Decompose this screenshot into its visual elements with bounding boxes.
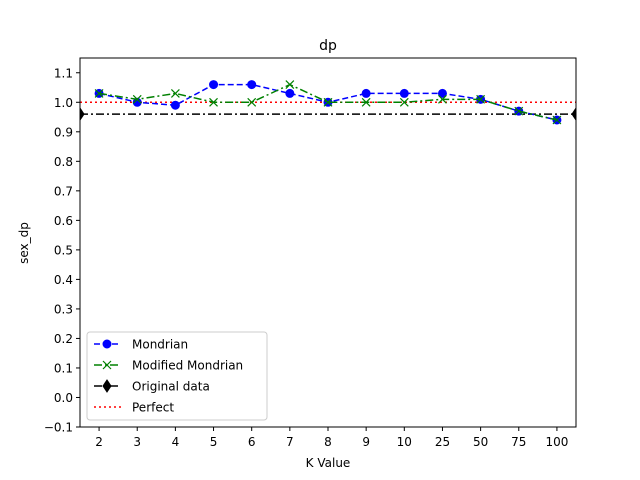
data-point-1-6-stroke: [323, 97, 333, 107]
data-point-0-2: [170, 100, 180, 110]
x-axis-label: K Value: [306, 456, 351, 470]
y-tick-label: 0.4: [54, 273, 73, 287]
data-point-1-4-stroke: [247, 97, 257, 107]
legend-label: Original data: [132, 380, 210, 394]
data-point-1-0: [94, 88, 104, 98]
x-tick-label: 2: [95, 435, 103, 449]
data-point-1-2-stroke: [170, 88, 180, 98]
data-point-1-8-stroke: [399, 97, 409, 107]
data-point-1-6: [323, 97, 333, 107]
legend-swatch-marker: [102, 360, 112, 370]
data-point-1-8: [399, 97, 409, 107]
legend-swatch-marker: [102, 339, 112, 349]
data-point-1-3-stroke: [209, 97, 218, 107]
data-point-0-3: [209, 80, 219, 90]
x-tick-label: 4: [172, 435, 180, 449]
y-tick-label: 1.0: [54, 96, 73, 110]
x-tick-label: 10: [397, 435, 412, 449]
reference-marker: [80, 107, 85, 121]
y-tick-label: 0.0: [54, 391, 73, 405]
data-point-0-5: [285, 88, 295, 98]
chart-title: dp: [319, 38, 337, 54]
legend-box: [86, 331, 268, 421]
y-tick-label: 0.5: [54, 243, 73, 257]
data-point-0-1: [132, 97, 142, 107]
x-tick-label: 3: [133, 435, 141, 449]
legend-label: Perfect: [132, 401, 174, 415]
x-tick-label: 7: [286, 435, 294, 449]
y-tick-label: 0.3: [54, 302, 73, 316]
data-point-0-4: [247, 80, 257, 90]
reference-marker: [571, 107, 576, 121]
reference-markers-0: [80, 107, 576, 121]
y-tick-label: 0.6: [54, 214, 73, 228]
y-tick-label: 0.1: [54, 361, 73, 375]
y-tick-label: 0.2: [54, 332, 73, 346]
data-point-0-7: [361, 88, 371, 98]
x-tick-label: 6: [248, 435, 256, 449]
data-point-1-1-stroke: [132, 94, 142, 104]
data-point-1-7: [361, 97, 371, 107]
data-point-1-0-stroke: [94, 88, 104, 98]
data-point-1-9-stroke: [438, 94, 447, 104]
legend-swatch-marker: [102, 379, 112, 393]
data-point-1-1: [132, 94, 142, 104]
data-point-1-7-stroke: [361, 97, 371, 107]
legend-swatch-marker-stroke: [102, 360, 112, 370]
y-tick-label: 0.8: [54, 155, 73, 169]
x-tick-label: 9: [362, 435, 370, 449]
x-tick-label: 8: [324, 435, 332, 449]
legend: Mondrian Modified Mondrian Original data Pe…: [86, 331, 268, 421]
x-tick-label: 25: [435, 435, 450, 449]
data-point-1-11: [514, 106, 524, 116]
y-tick-label: 1.1: [54, 66, 73, 80]
data-point-0-9: [437, 88, 447, 98]
legend-label: Mondrian: [132, 338, 188, 352]
data-point-1-10: [476, 94, 486, 104]
x-tick-label: 100: [545, 435, 568, 449]
x-tick-label: 5: [210, 435, 218, 449]
x-tick-label: 50: [473, 435, 488, 449]
plot-area: 2 3 4 5 6 7 8 9 10 25 50 75 100 −0.1 0.0 0.1 0.2 0.3 0.4 0.…: [44, 57, 577, 449]
data-point-1-5-stroke: [285, 80, 295, 89]
legend-label: Modified Mondrian: [132, 359, 243, 373]
data-point-1-12-stroke: [552, 115, 562, 125]
data-point-0-8: [399, 88, 409, 98]
y-tick-label: 0.7: [54, 184, 73, 198]
data-point-1-2: [170, 88, 180, 98]
data-point-1-9: [438, 94, 447, 104]
y-axis-label: sex_dp: [17, 222, 31, 264]
data-point-1-11-stroke: [514, 106, 524, 116]
data-point-1-5: [285, 80, 295, 89]
y-tick-label: −0.1: [44, 421, 73, 435]
data-point-1-4: [247, 97, 257, 107]
data-point-1-3: [209, 97, 218, 107]
x-tick-label: 75: [511, 435, 526, 449]
data-point-1-12: [552, 115, 562, 125]
y-tick-label: 0.9: [54, 125, 73, 139]
data-point-1-10-stroke: [476, 94, 486, 104]
